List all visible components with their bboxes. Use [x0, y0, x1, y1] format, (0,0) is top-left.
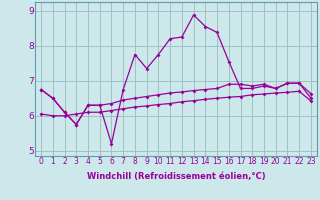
- X-axis label: Windchill (Refroidissement éolien,°C): Windchill (Refroidissement éolien,°C): [87, 172, 265, 181]
